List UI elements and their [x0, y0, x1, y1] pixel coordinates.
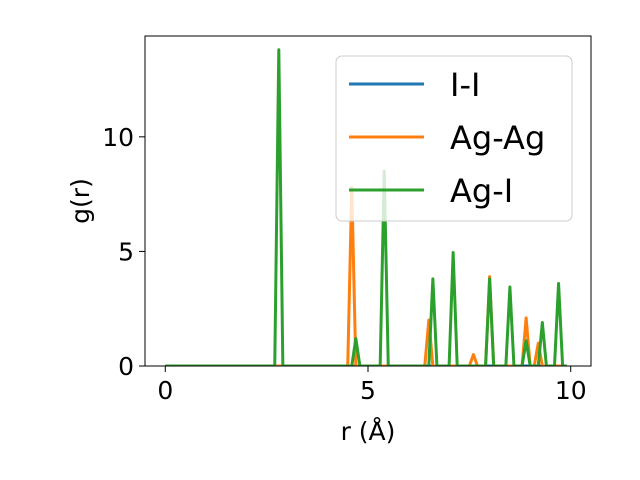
x-tick-label: 10	[555, 376, 587, 405]
legend-label: Ag-I	[450, 172, 513, 210]
legend-label: Ag-Ag	[450, 119, 545, 157]
legend-box	[335, 55, 573, 222]
legend: I-I Ag-Ag Ag-I	[335, 55, 573, 222]
series-line-ag-i	[165, 48, 567, 366]
y-tick-label: 10	[102, 123, 134, 152]
legend-label: I-I	[450, 66, 480, 104]
x-tick-label: 5	[360, 376, 376, 405]
y-axis-label: g(r)	[66, 178, 95, 224]
y-tick-label: 5	[118, 237, 134, 266]
ticks-layer: 0 5 10 0 5 10	[102, 123, 586, 405]
x-tick-label: 0	[157, 376, 173, 405]
y-tick-label: 0	[118, 352, 134, 381]
x-axis-label: r (Å)	[341, 417, 396, 446]
series-layer	[165, 48, 567, 366]
